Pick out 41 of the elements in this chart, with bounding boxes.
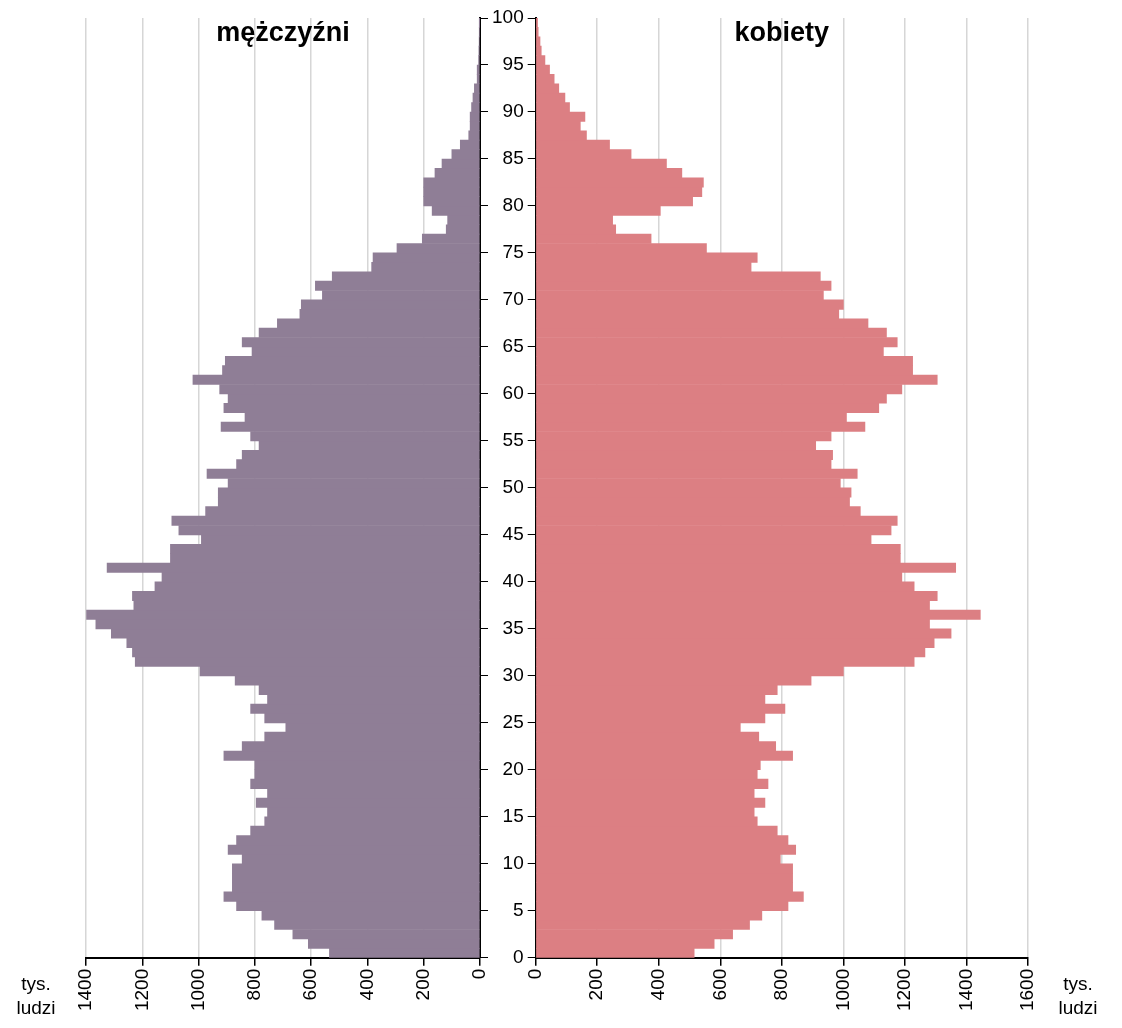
x-tick-label: 600 [708,968,730,1001]
y-tick-label: 5 [513,898,524,920]
x-tick-label: 600 [299,968,321,1001]
x-tick-label: 200 [585,968,607,1001]
y-tick-label: 90 [502,100,524,122]
x-tick-label: 1200 [893,968,915,1012]
y-tick-label: 25 [502,711,524,733]
x-tick-label: 0 [468,968,490,980]
y-tick-label: 85 [502,147,524,169]
x-tick-label: 1200 [130,968,152,1012]
y-tick-label: 60 [502,382,524,404]
y-tick-label: 100 [492,6,524,28]
chart-title: mężczyźni [216,16,350,47]
y-tick-label: 70 [502,288,524,310]
x-tick-label: 400 [355,968,377,1001]
y-tick-label: 35 [502,617,524,639]
y-tick-label: 50 [502,476,524,498]
y-tick-label: 30 [502,664,524,686]
y-tick-label: 75 [502,241,524,263]
y-tick-label: 95 [502,53,524,75]
y-tick-label: 10 [502,851,524,873]
y-tick-label: 80 [502,194,524,216]
x-tick-label: 200 [411,968,433,1001]
y-tick-label: 55 [502,429,524,451]
x-tick-label: 1600 [1016,968,1038,1012]
chart-title: kobiety [734,16,830,47]
x-tick-label: 800 [243,968,265,1001]
y-tick-label: 65 [502,335,524,357]
x-tick-label: 400 [647,968,669,1001]
x-tick-label: 1000 [831,968,853,1012]
x-tick-label: 1400 [74,968,96,1012]
x-tick-label: 1000 [186,968,208,1012]
x-tick-label: 800 [770,968,792,1001]
x-axis-title: tys. ludzi [1058,973,1098,1019]
x-axis-title: tys. ludzi [16,973,56,1019]
y-tick-label: 20 [502,758,524,780]
x-tick-label: 1400 [954,968,976,1012]
y-tick-label: 15 [502,805,524,827]
y-tick-label: 45 [502,523,524,545]
y-tick-label: 40 [502,570,524,592]
x-tick-label: 0 [523,968,545,980]
